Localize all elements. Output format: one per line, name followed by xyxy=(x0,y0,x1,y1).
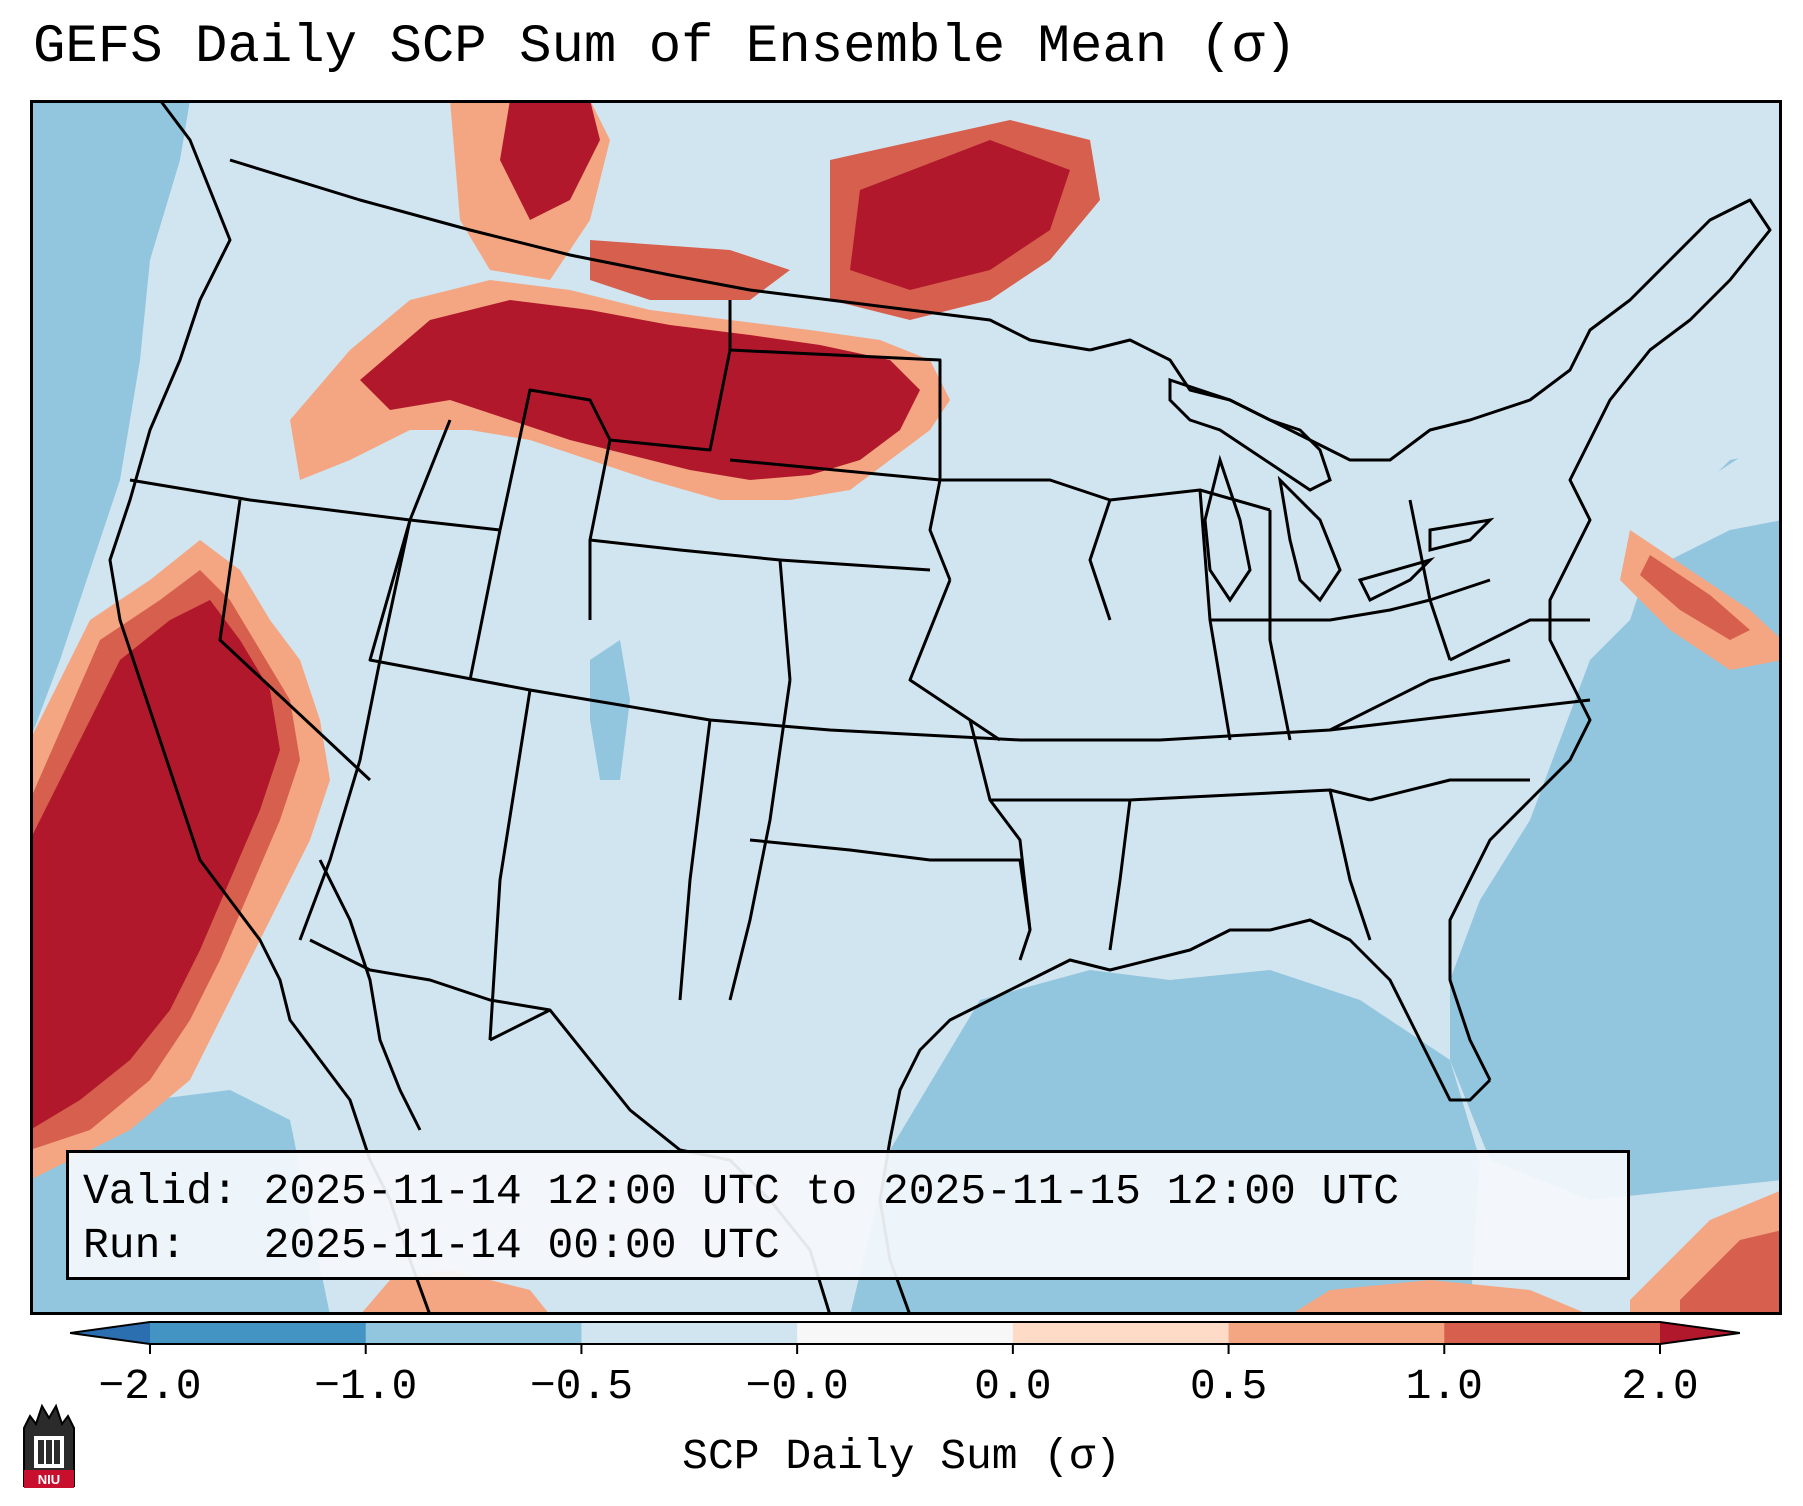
niu-logo: NIU xyxy=(20,1398,78,1490)
colorbar-svg: −2.0 −1.0 −0.5 −0.0 0.0 0.5 1.0 2.0 xyxy=(70,1321,1740,1411)
colorbar-label: SCP Daily Sum (σ) xyxy=(682,1432,1121,1481)
map-panel xyxy=(30,100,1782,1315)
valid-run-infobox: Valid: 2025-11-14 12:00 UTC to 2025-11-1… xyxy=(66,1150,1630,1280)
chart-title: GEFS Daily SCP Sum of Ensemble Mean (σ) xyxy=(33,17,1297,78)
logo-text: NIU xyxy=(38,1472,60,1487)
colorbar-extend-high xyxy=(1660,1322,1740,1344)
run-label: Run: xyxy=(83,1221,238,1270)
colorbar-tick-label: −0.5 xyxy=(530,1362,633,1411)
valid-label: Valid: xyxy=(83,1167,238,1216)
great-lakes xyxy=(1168,377,1495,603)
colorbar-segment xyxy=(1228,1322,1445,1344)
valid-value: 2025-11-14 12:00 UTC to 2025-11-15 12:00… xyxy=(263,1167,1400,1216)
pacific-ocean xyxy=(30,100,190,740)
colorbar-segment xyxy=(150,1322,367,1344)
colorbar-segment xyxy=(1012,1322,1230,1344)
west-coast-scp-strong xyxy=(30,600,280,1130)
colorbar-tick-label: −2.0 xyxy=(98,1362,201,1411)
colorbar-segment xyxy=(1444,1322,1661,1344)
colorbar-tick-label: 2.0 xyxy=(1621,1362,1698,1411)
colorbar-tick-label: −1.0 xyxy=(314,1362,417,1411)
boundaries xyxy=(108,100,1772,1315)
colorbar: −2.0 −1.0 −0.5 −0.0 0.0 0.5 1.0 2.0 xyxy=(70,1318,1740,1438)
northern-plains-scp-strong xyxy=(360,300,920,480)
map-svg xyxy=(30,100,1782,1315)
run-value: 2025-11-14 00:00 UTC xyxy=(263,1221,780,1270)
colorbar-tick-label: 1.0 xyxy=(1406,1362,1483,1411)
colorbar-tick-label: 0.5 xyxy=(1190,1362,1267,1411)
map-frame xyxy=(30,100,1782,1315)
colorbar-segment xyxy=(797,1322,1014,1344)
colorbar-segment xyxy=(365,1322,582,1344)
colorbar-tick-label: −0.0 xyxy=(746,1362,849,1411)
colorbar-tick-label: 0.0 xyxy=(974,1362,1051,1411)
colorbar-extend-low xyxy=(70,1322,150,1344)
colorbar-segment xyxy=(581,1322,798,1344)
